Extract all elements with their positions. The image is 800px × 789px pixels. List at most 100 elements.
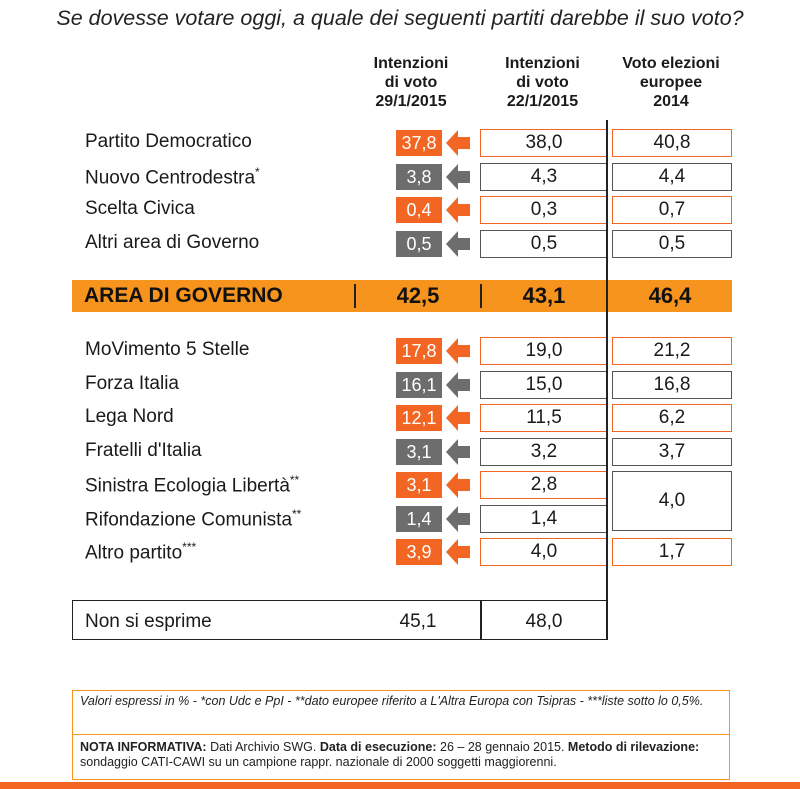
metodo-text: sondaggio CATI-CAWI su un campione rappr…	[80, 755, 557, 769]
party-label: Lega Nord	[85, 406, 174, 428]
value-22-1-2015: 38,0	[480, 129, 608, 157]
chart-title: Se dovesse votare oggi, a quale dei segu…	[56, 6, 744, 30]
value-22-1-2015: 11,5	[480, 404, 608, 432]
party-footnote-mark: **	[289, 473, 300, 487]
trend-arrow-icon	[446, 472, 470, 498]
party-name: MoVimento 5 Stelle	[85, 339, 250, 360]
value-22-1-2015: 15,0	[480, 370, 608, 399]
party-footnote-mark: **	[292, 506, 302, 521]
value-europee-2014: 16,8	[612, 370, 732, 399]
header-line: 29/1/2015	[375, 93, 447, 110]
party-label: Scelta Civica	[85, 198, 195, 220]
nota-text: Dati Archivio SWG.	[206, 740, 320, 754]
merged-europee-cell: 4,0	[612, 471, 732, 531]
header-line: Intenzioni	[373, 55, 449, 72]
header-col-europee-2014: Voto elezioni europee 2014	[610, 54, 732, 111]
notes-box	[72, 690, 730, 780]
value-22-1-2015: 1,4	[480, 504, 608, 533]
value-29-1-2015: 0,5	[396, 230, 442, 257]
header-line: di voto	[384, 74, 438, 91]
non-si-esprime-29-1: 45,1	[399, 611, 437, 632]
header-line: europee	[639, 74, 703, 91]
trend-arrow-icon	[446, 438, 470, 465]
header-line: di voto	[516, 74, 569, 91]
value-europee-2014: 6,2	[612, 404, 732, 432]
header-col-22-1-2015: Intenzioni di voto 22/1/2015	[480, 54, 605, 111]
value-22-1-2015: 3,2	[480, 437, 608, 466]
party-label: MoVimento 5 Stelle	[85, 339, 249, 361]
trend-arrow-icon	[446, 405, 470, 431]
header-line: 2014	[653, 93, 689, 110]
value-europee-2014: 40,8	[612, 129, 732, 157]
value-29-1-2015: 3,1	[396, 472, 442, 498]
area-value-22-1: 43,1	[522, 283, 566, 308]
trend-arrow-icon	[446, 338, 470, 364]
area-divider	[354, 284, 356, 308]
value-29-1-2015: 3,8	[396, 163, 442, 190]
party-label: Fratelli d'Italia	[85, 440, 202, 462]
value-europee-2014: 4,4	[612, 162, 732, 191]
party-name: Forza Italia	[85, 372, 179, 394]
area-value-europee: 46,4	[648, 283, 692, 308]
area-di-governo-label: AREA DI GOVERNO	[84, 284, 283, 307]
trend-arrow-icon	[446, 230, 470, 257]
party-label: Altri area di Governo	[85, 232, 259, 254]
party-label: Partito Democratico	[85, 131, 252, 153]
header-line: 22/1/2015	[506, 93, 579, 110]
non-si-esprime-box	[72, 600, 608, 640]
trend-arrow-icon	[446, 163, 470, 190]
party-footnote-mark: ***	[182, 540, 197, 554]
column-divider	[606, 120, 608, 640]
bottom-bar	[0, 782, 800, 789]
party-label: Nuovo Centrodestra*	[85, 165, 260, 189]
value-29-1-2015: 16,1	[396, 371, 442, 398]
value-22-1-2015: 4,0	[480, 538, 608, 566]
data-label: Data di esecuzione:	[319, 740, 437, 754]
nota-informativa: NOTA INFORMATIVA: Dati Archivio SWG. Dat…	[80, 740, 725, 770]
area-divider	[480, 284, 482, 308]
value-europee-2014: 0,7	[612, 196, 732, 224]
value-29-1-2015: 37,8	[396, 130, 442, 156]
trend-arrow-icon	[446, 130, 470, 156]
party-name: Altro partito	[85, 542, 183, 564]
non-si-esprime-label: Non si esprime	[85, 611, 212, 632]
value-22-1-2015: 19,0	[480, 337, 608, 365]
party-label: Forza Italia	[85, 373, 179, 395]
header-line: Voto elezioni	[622, 55, 720, 72]
value-europee-2014: 21,2	[612, 337, 732, 365]
value-europee-2014: 0,5	[612, 229, 732, 258]
party-name: Sinistra Ecologia Libertà	[85, 475, 290, 497]
trend-arrow-icon	[446, 371, 470, 398]
value-europee-2014: 3,7	[612, 437, 732, 466]
value-29-1-2015: 3,1	[396, 438, 442, 465]
party-name: Fratelli d'Italia	[85, 439, 202, 461]
party-footnote-mark: *	[255, 164, 260, 179]
party-name: Rifondazione Comunista	[85, 508, 293, 530]
trend-arrow-icon	[446, 539, 470, 565]
value-29-1-2015: 1,4	[396, 505, 442, 532]
area-di-governo-bar	[72, 280, 732, 312]
party-label: Altro partito***	[85, 540, 196, 564]
value-29-1-2015: 17,8	[396, 338, 442, 364]
party-name: Lega Nord	[85, 406, 174, 427]
party-label: Rifondazione Comunista**	[85, 507, 301, 531]
non-si-esprime-22-1: 48,0	[525, 611, 563, 632]
data-text: 26 – 28 gennaio 2015.	[436, 740, 568, 754]
area-value-29-1: 42,5	[396, 283, 440, 308]
notes-separator	[72, 734, 730, 735]
party-label: Sinistra Ecologia Libertà**	[85, 473, 299, 497]
value-22-1-2015: 0,3	[480, 196, 608, 224]
value-22-1-2015: 2,8	[480, 471, 608, 499]
value-29-1-2015: 3,9	[396, 539, 442, 565]
value-europee-2014: 1,7	[612, 538, 732, 566]
value-22-1-2015: 4,3	[480, 162, 608, 191]
party-name: Partito Democratico	[85, 131, 252, 152]
party-name: Altri area di Governo	[85, 231, 260, 253]
notes-legend: Valori espressi in % - *con Udc e PpI - …	[80, 694, 704, 708]
value-29-1-2015: 0,4	[396, 197, 442, 223]
header-col-29-1-2015: Intenzioni di voto 29/1/2015	[355, 54, 467, 111]
nota-label: NOTA INFORMATIVA:	[80, 740, 207, 754]
party-name: Nuovo Centrodestra	[85, 166, 256, 188]
trend-arrow-icon	[446, 197, 470, 223]
non-si-esprime-divider	[480, 600, 482, 640]
